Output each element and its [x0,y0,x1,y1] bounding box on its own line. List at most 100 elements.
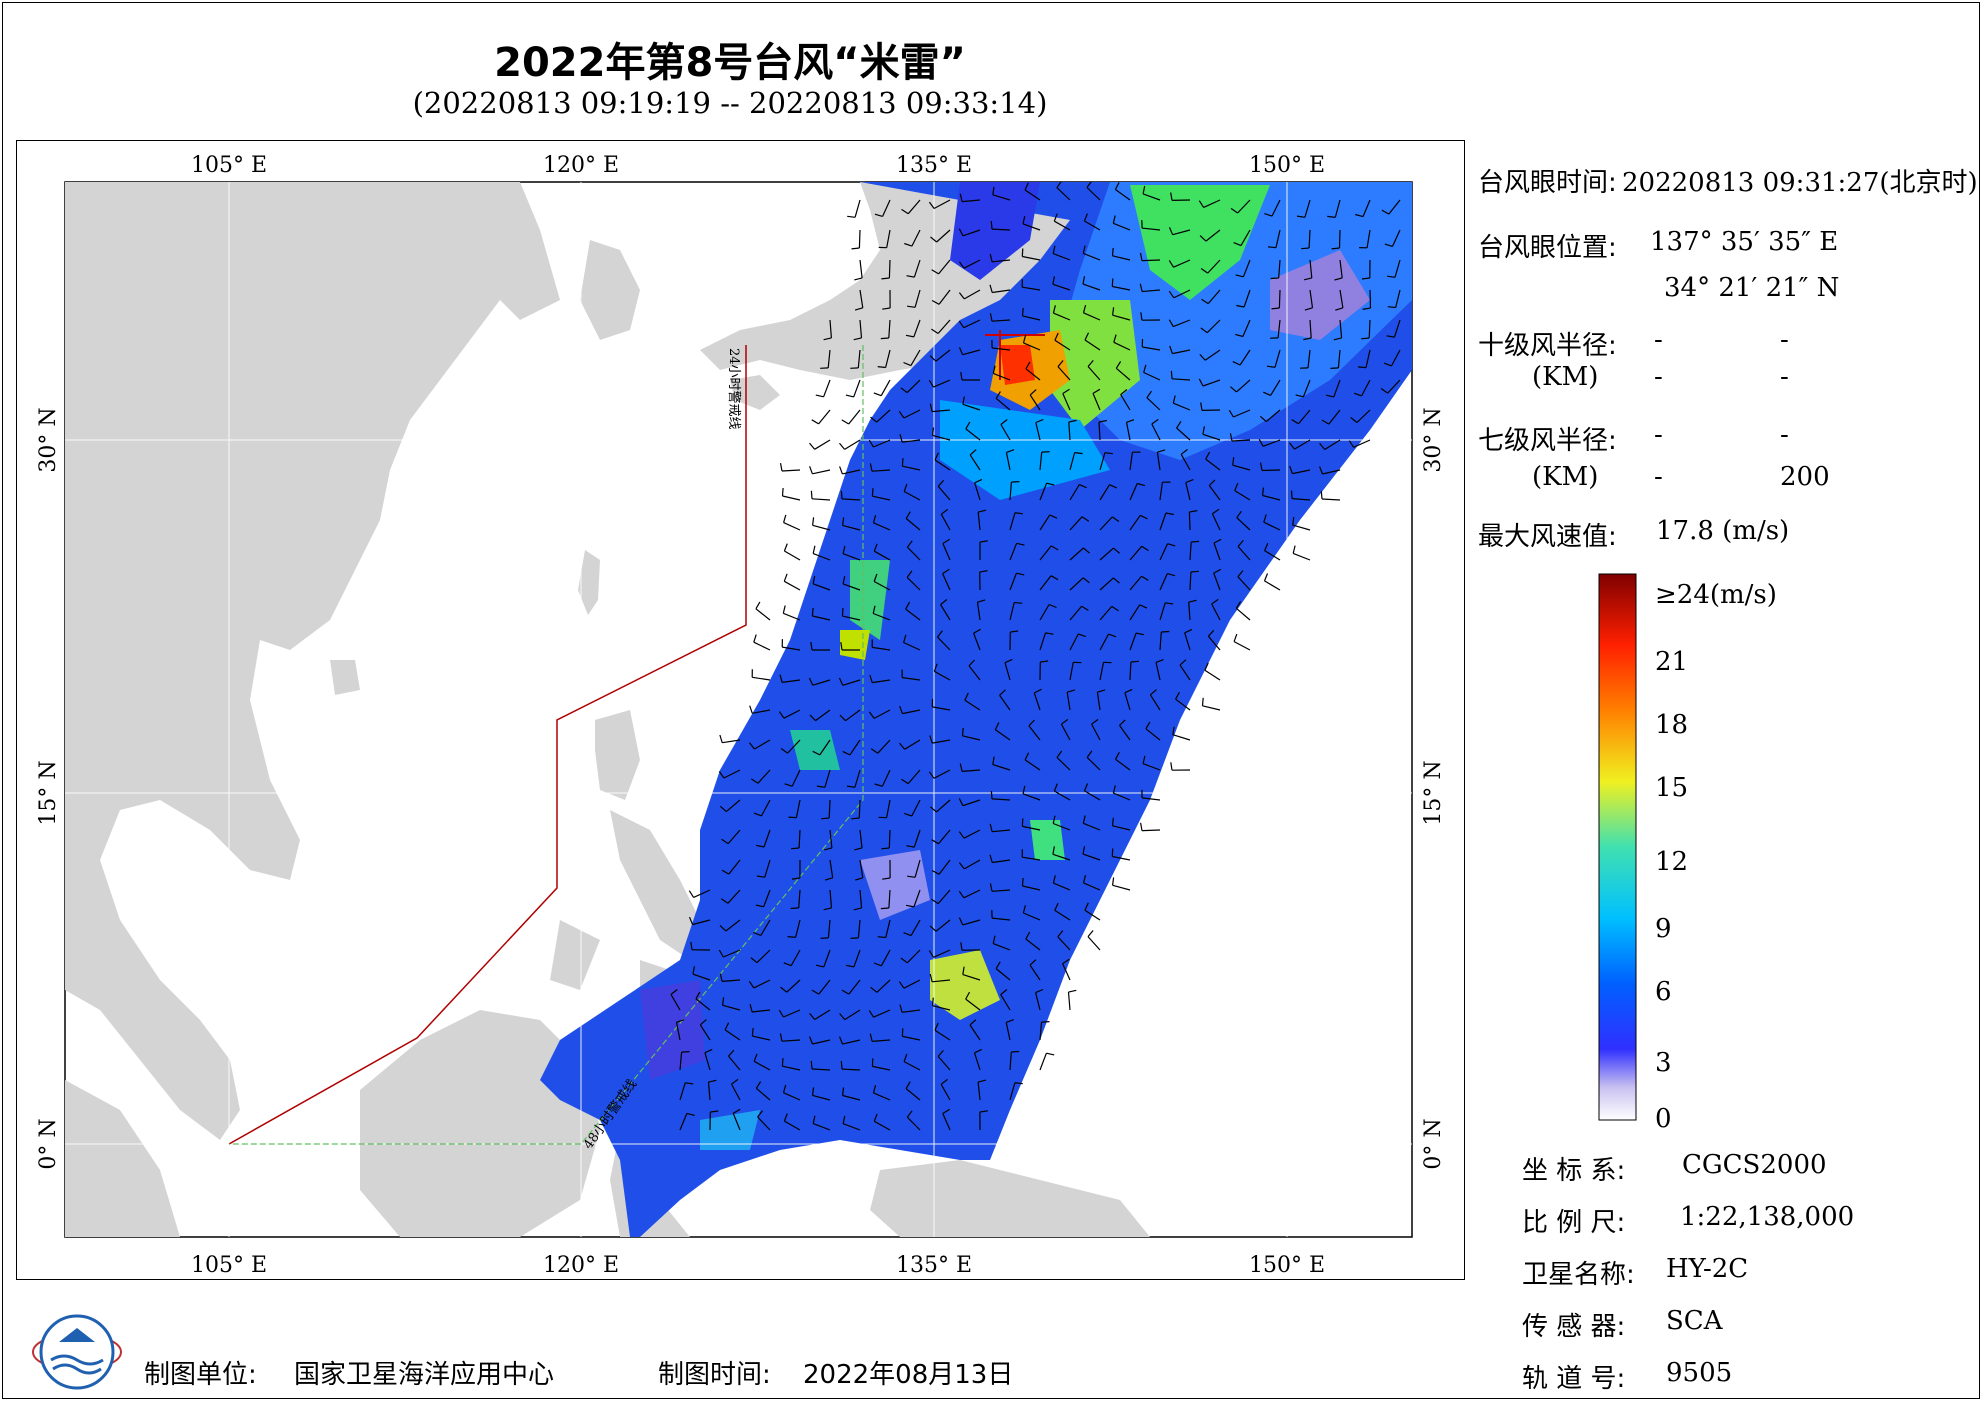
wind-barb [798,829,801,849]
wind-barb [1277,319,1281,338]
wind-barb [933,199,951,210]
wind-barb [885,349,891,368]
wind-barb-flag [1213,538,1222,544]
wind-barb [932,1005,951,1011]
wind-barb-flag [1303,277,1312,281]
wind-barb-flag [1191,540,1200,543]
wind-barb-flag [940,508,949,515]
wind-barb [1069,516,1083,531]
wind-barb-flag [841,419,850,425]
wind-barb-flag [1155,659,1164,663]
wind-barb [783,1092,801,1101]
wind-barb [904,739,921,750]
wind-barb-flag [1235,601,1242,609]
wind-barb [933,949,951,958]
wind-barb-flag [965,991,971,1000]
wind-barb-flag [1022,905,1026,914]
wind-barb [1159,573,1168,591]
wind-barb [992,917,1011,921]
wind-barb [1009,602,1015,621]
wind-barb-flag [1040,660,1049,663]
wind-barb [1334,199,1341,218]
wind-barb-flag [1172,395,1176,404]
wind-barb-flag [1097,689,1106,693]
wind-barb [1005,1022,1011,1041]
wind-barb-flag [1381,209,1390,215]
wind-barb [940,604,951,621]
wind-barb-flag [1112,215,1116,224]
wind-barb-flag [823,337,832,341]
colorbar-label-3: 3 [1655,1048,1672,1078]
wind-barb [1189,571,1192,591]
wind-barb-flag [688,916,694,925]
wind-barb [829,829,833,848]
wind-barb-flag [854,847,863,851]
wind-barb-flag [1083,213,1088,222]
wind-barb-flag [928,771,935,779]
wind-barb [1069,484,1080,501]
lat-tick-right-0: 0° N [1421,1118,1446,1169]
wind-barb [1180,454,1191,471]
wind-barb-flag [968,659,976,667]
wind-barb [1265,409,1281,423]
wind-barb-flag [1236,510,1242,519]
wind-barb [1236,379,1251,393]
wind-barb [812,469,831,475]
wind-barb-flag [838,677,844,686]
wind-barb-flag [1045,632,1054,635]
wind-barb [859,829,863,848]
wind-barb [1292,469,1311,475]
wind-barb-flag [1056,750,1063,758]
wind-barb [1062,393,1071,411]
colorbar [1598,573,1637,1121]
wind-barb [755,608,771,621]
satellite-value: HY-2C [1666,1254,1749,1284]
wind-barb [707,1082,711,1101]
wind-barb-flag [1049,514,1058,519]
wind-barb [1237,546,1251,561]
wind-barb-flag [1052,815,1056,824]
wind-barb-flag [1232,457,1235,466]
wind-barb-flag [1006,449,1015,453]
wind-barb [932,706,951,711]
wind-barb [1083,882,1101,891]
wind-barb [679,1052,683,1071]
wind-barb-flag [1303,337,1312,341]
wind-barb-flag [1263,514,1267,523]
wind-barb [1353,439,1371,448]
wind-barb-flag [1184,628,1193,634]
wind-barb [938,289,951,305]
wind-barb-flag [1289,442,1295,450]
wind-barb-flag [1011,1050,1020,1053]
wind-barb-flag [992,756,995,765]
wind-barb-flag [958,917,964,926]
wind-barb [1039,452,1043,471]
wind-barb [725,799,741,813]
wind-barb [937,319,951,334]
wind-barb [782,679,801,683]
wind-barb [1271,199,1281,217]
wind-barb-flag [1168,290,1175,299]
wind-barb-flag [1325,394,1334,398]
wind-barb-flag [1201,298,1209,305]
wind-barb [1388,199,1401,215]
wind-barb-flag [906,845,915,848]
wind-barb [907,769,921,784]
wind-barb-flag [1022,334,1027,344]
wind-barb [1339,259,1343,278]
wind-barb-flag [1233,242,1242,247]
wind-barb [1124,692,1131,711]
r10-label: 十级风半径: [1478,331,1617,361]
wind-barb [1213,572,1221,591]
map-title: 2022年第8号台风“米雷” [494,40,966,86]
wind-barb-flag [881,847,890,850]
wind-barb-flag [811,989,820,995]
lat-tick-right-30: 30° N [1421,407,1446,472]
map-subtitle: (20220813 09:19:19 -- 20220813 09:33:14) [412,86,1048,120]
wind-barb-flag [959,763,963,772]
wind-barb [1068,421,1071,441]
wind-barb-flag [904,242,913,247]
wind-barb-flag [990,221,993,230]
wind-barb-flag [905,511,911,519]
lon-tick-bottom-120: 120° E [543,1253,619,1278]
